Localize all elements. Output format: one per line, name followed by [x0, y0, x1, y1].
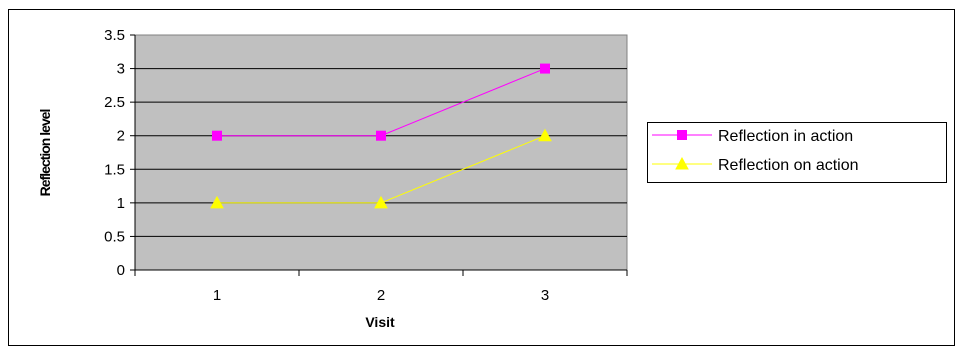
- legend-label-2: Reflection on action: [718, 157, 859, 174]
- plot-area: 0 0.5 1 1.5 2 2.5 3 3.5 1 2 3: [104, 27, 628, 304]
- data-point-series-2: [538, 128, 552, 142]
- x-tick-label: 2: [377, 287, 385, 304]
- legend-label-1: Reflection in action: [718, 128, 853, 145]
- plot-background: [134, 34, 628, 271]
- x-tick-label: 1: [213, 287, 221, 304]
- y-tick-label: 1: [117, 195, 125, 212]
- y-tick-label: 2.5: [104, 94, 125, 111]
- legend-marker-1: [677, 130, 687, 140]
- data-point-series-1: [212, 130, 222, 141]
- y-tick-label: 0: [117, 262, 125, 279]
- data-point-series-1: [376, 130, 386, 141]
- y-axis-title: Reflection level: [37, 110, 53, 197]
- y-tick-label: 2: [117, 128, 125, 145]
- data-point-series-2: [210, 195, 224, 209]
- legend-marker-2: [675, 156, 689, 170]
- y-tick-label: 3.5: [104, 27, 125, 44]
- data-point-series-2: [374, 195, 388, 209]
- y-tick-label: 0.5: [104, 228, 125, 245]
- legend: Reflection in action Reflection on action: [647, 122, 947, 183]
- x-axis-title: Visit: [365, 314, 395, 330]
- x-tick-label: 3: [541, 287, 549, 304]
- y-tick-label: 3: [117, 61, 125, 78]
- y-tick-label: 1.5: [104, 161, 125, 178]
- legend-box: [647, 122, 947, 183]
- data-point-series-1: [540, 63, 550, 74]
